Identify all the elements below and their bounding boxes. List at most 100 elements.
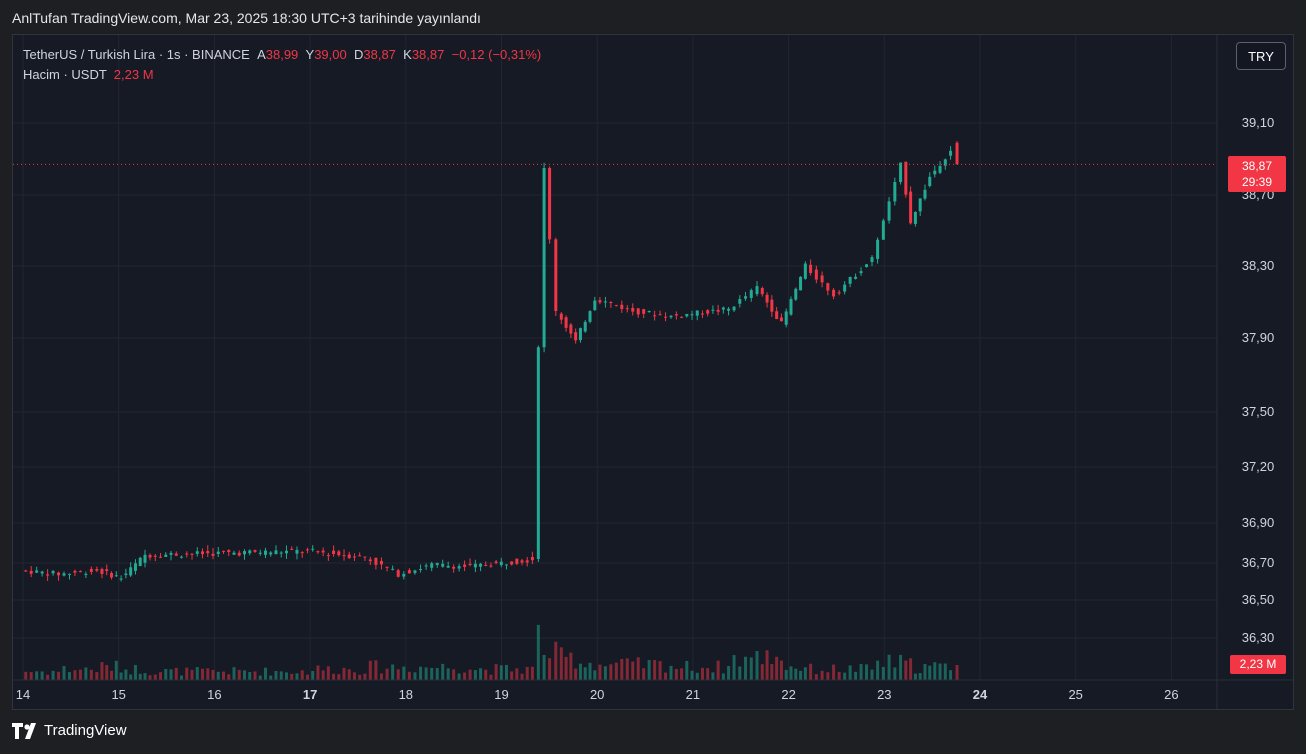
y-tick-label: 36,90 (1242, 515, 1275, 530)
volume-bar (609, 664, 613, 680)
candle-body (504, 564, 508, 566)
volume-bar (909, 658, 913, 680)
chart-legend: TetherUS / Turkish Lira · 1s · BINANCE A… (23, 45, 541, 85)
volume-bar (237, 669, 241, 680)
volume-bar (765, 650, 769, 680)
volume-bar (284, 672, 288, 680)
grid (13, 35, 1217, 680)
volume-bar (510, 671, 514, 680)
candle-body (284, 550, 288, 554)
candle-body (274, 550, 278, 555)
volume-label[interactable]: Hacim · USDT (23, 67, 107, 82)
volume-bar (133, 664, 137, 680)
volume-bar (201, 668, 205, 680)
candle-body (300, 552, 304, 554)
volume-bar (216, 671, 220, 680)
volume-bar (727, 666, 731, 680)
volume-bar (548, 658, 552, 680)
volume-bar (430, 667, 434, 680)
volume-bar (569, 652, 573, 680)
chart-panel[interactable]: 14 15 16 17 18 19 20 21 22 23 24 25 26 39,10 38,70 38,3… (12, 34, 1294, 710)
candle-body (837, 292, 841, 294)
x-tick-label: 14 (16, 687, 30, 702)
volume-bar (536, 624, 540, 680)
volume-bar (402, 666, 406, 680)
candle-body (706, 310, 710, 314)
volume-bar (385, 668, 389, 680)
candle-body (554, 239, 558, 311)
volume-bar (40, 671, 44, 680)
volume-bar (669, 665, 673, 680)
candle-body (603, 301, 607, 303)
volume-bar (73, 670, 77, 680)
candle-body (435, 563, 439, 566)
volume-bar (153, 674, 157, 680)
candle-body (430, 563, 434, 568)
candle-body (180, 556, 184, 558)
volume-bar (396, 669, 400, 680)
volume-bar (859, 664, 863, 680)
volume-bar (583, 667, 587, 680)
volume-bar (809, 663, 813, 680)
candle-body (263, 550, 267, 555)
candle-body (789, 299, 793, 315)
volume-bar (248, 672, 252, 680)
x-tick-label: 18 (399, 687, 413, 702)
currency-button[interactable]: TRY (1236, 42, 1286, 70)
candle-body (548, 168, 552, 240)
x-tick-label: 15 (111, 687, 125, 702)
price-chart[interactable]: 14 15 16 17 18 19 20 21 22 23 24 25 2639,1038,7038,3… (13, 35, 1294, 710)
candle-body (530, 556, 534, 561)
volume-bar (803, 667, 807, 680)
candle-body (326, 555, 330, 557)
candle-body (419, 568, 423, 570)
y-tick-label: 36,70 (1242, 555, 1275, 570)
volume-bar (468, 669, 472, 680)
volume-bar (363, 673, 367, 680)
candle-body (574, 332, 578, 341)
candle-body (700, 313, 704, 315)
symbol-label[interactable]: TetherUS / Turkish Lira · 1s · BINANCE (23, 47, 250, 62)
candle-body (680, 316, 684, 318)
candle-body (631, 308, 635, 312)
open-value: 38,99 (265, 47, 299, 62)
candle-body (391, 568, 395, 570)
volume-bar (391, 664, 395, 680)
candle-body (253, 550, 257, 552)
close-value: 38,87 (411, 47, 445, 62)
volume-bar (347, 669, 351, 680)
volume-bar (305, 674, 309, 680)
candle-body (237, 552, 241, 556)
volume-bar (680, 668, 684, 680)
candle-body (760, 288, 764, 295)
candle-body (337, 551, 341, 556)
volume-bar (242, 670, 246, 680)
candle-body (744, 296, 748, 299)
volume-bar (227, 674, 231, 680)
candle-body (129, 567, 133, 576)
candle-body (765, 294, 769, 303)
candle-body (843, 284, 847, 292)
candle-body (114, 575, 118, 577)
volume-bar (854, 671, 858, 680)
candle-body (647, 311, 651, 313)
x-tick-label: 20 (590, 687, 604, 702)
volume-bar (499, 665, 503, 680)
volume-bar (279, 671, 283, 680)
volume-bar (755, 650, 759, 680)
volume-bar (685, 660, 689, 680)
volume-bar (520, 673, 524, 680)
candle-body (441, 563, 445, 567)
candle-body (402, 573, 406, 577)
candle-body (876, 239, 880, 259)
candle-body (499, 561, 503, 566)
candle-body (342, 555, 346, 557)
volume-bar (770, 664, 774, 680)
volume-bar (744, 656, 748, 680)
footer-brand[interactable]: TradingView (12, 722, 127, 739)
candle-body (820, 275, 824, 283)
candle-body (625, 308, 629, 310)
y-tick-label: 38,30 (1242, 258, 1275, 273)
volume-bar (95, 672, 99, 680)
candle-body (484, 564, 488, 566)
